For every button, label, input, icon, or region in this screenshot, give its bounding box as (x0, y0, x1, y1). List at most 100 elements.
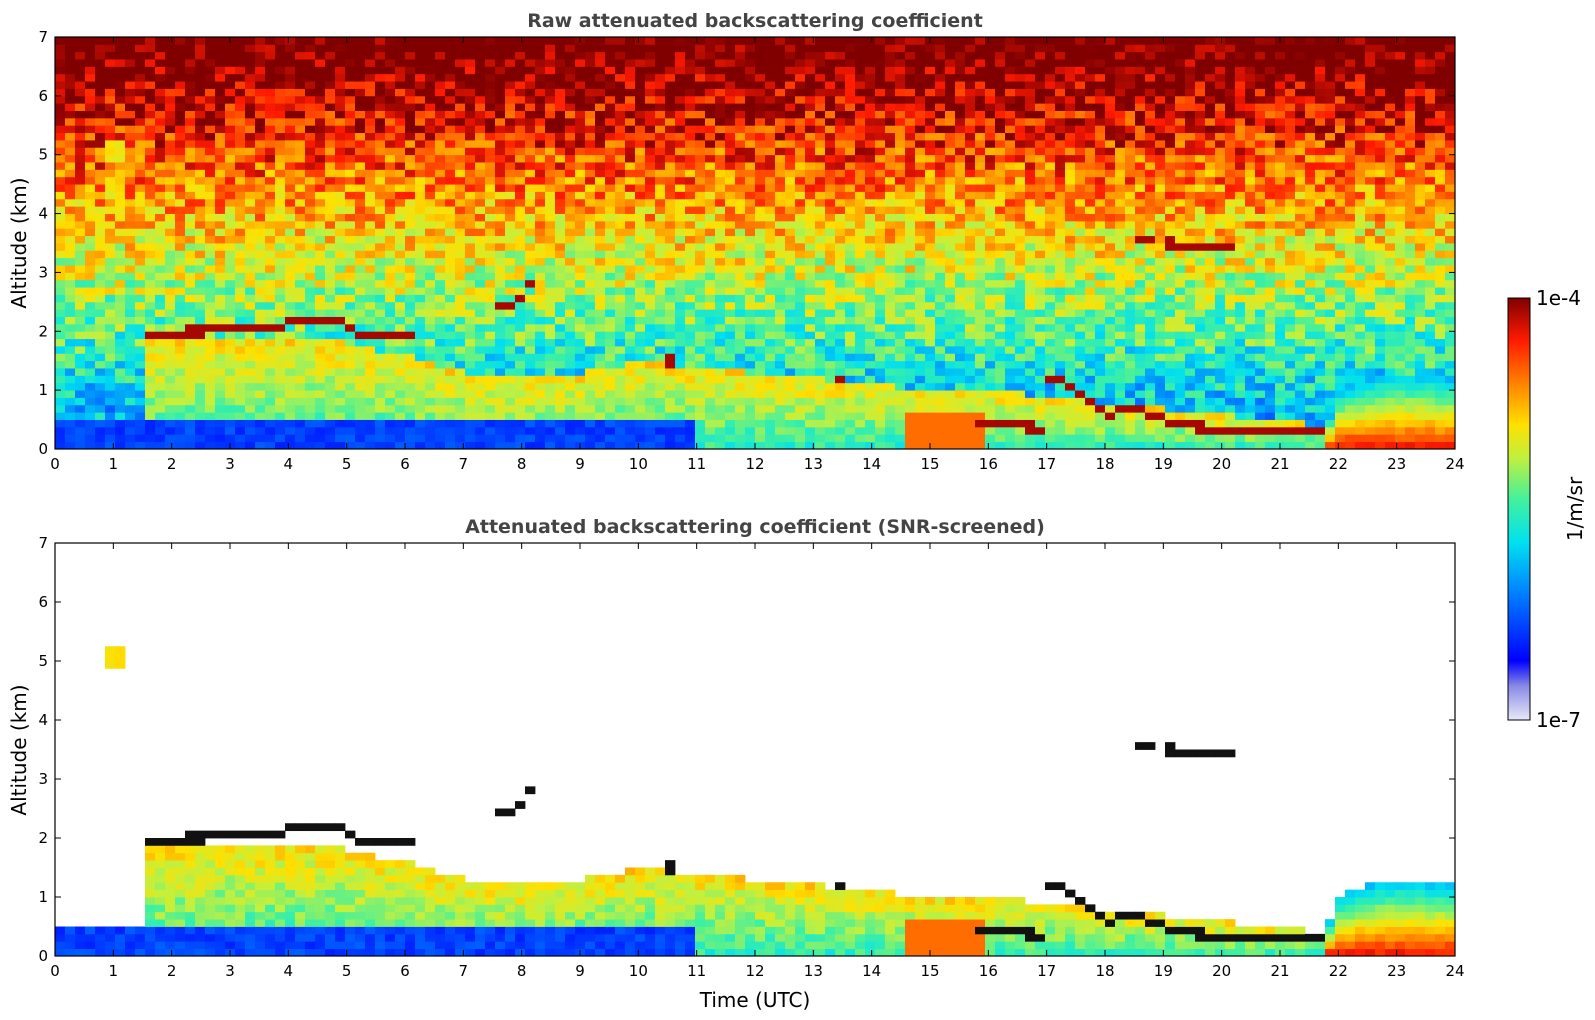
heatmap-cell (175, 132, 186, 141)
heatmap-cell (295, 154, 306, 163)
heatmap-cell (755, 235, 766, 244)
heatmap-cell (545, 184, 556, 192)
heatmap-cell (575, 140, 586, 148)
heatmap-cell (255, 154, 266, 163)
heatmap-cell (375, 434, 386, 443)
heatmap-cell (715, 360, 726, 369)
heatmap-cell (575, 316, 586, 325)
heatmap-cell (75, 316, 86, 325)
heatmap-cell (525, 132, 536, 141)
heatmap-cell (935, 323, 946, 332)
heatmap-cell (815, 309, 826, 317)
heatmap-cell (715, 426, 726, 435)
heatmap-cell (55, 360, 66, 369)
heatmap-cell (765, 404, 776, 413)
heatmap-cell (695, 412, 706, 420)
heatmap-cell (415, 279, 426, 288)
heatmap-cell (525, 397, 536, 406)
heatmap-cell (245, 272, 256, 281)
heatmap-cell (155, 125, 166, 134)
heatmap-cell (725, 59, 736, 67)
heatmap-cell (575, 287, 586, 295)
heatmap-cell (445, 353, 456, 362)
heatmap-cell (815, 441, 826, 449)
heatmap-cell (445, 169, 456, 178)
heatmap-cell (855, 88, 866, 97)
heatmap-cell (465, 228, 476, 237)
heatmap-cell (215, 419, 226, 428)
heatmap-cell (315, 375, 326, 384)
heatmap-cell (385, 184, 396, 192)
heatmap-cell (715, 301, 726, 310)
heatmap-cell (375, 426, 386, 435)
heatmap-cell (245, 309, 256, 317)
heatmap-cell (905, 125, 916, 134)
heatmap-cell (75, 265, 86, 273)
heatmap-cell (235, 331, 246, 340)
heatmap-cell (205, 140, 216, 148)
heatmap-cell (695, 117, 706, 126)
heatmap-cell (485, 235, 496, 244)
heatmap-cell (855, 198, 866, 207)
heatmap-cell (425, 441, 436, 449)
heatmap-cell (515, 360, 526, 369)
heatmap-cell (205, 73, 216, 82)
heatmap-cell (305, 184, 316, 192)
heatmap-cell (695, 132, 706, 141)
heatmap-cell (895, 88, 906, 97)
heatmap-cell (285, 37, 296, 45)
heatmap-cell (845, 257, 856, 266)
heatmap-cell (505, 426, 516, 435)
heatmap-cell (225, 309, 236, 317)
heatmap-cell (395, 51, 406, 60)
heatmap-cell (855, 323, 866, 332)
heatmap-cell (745, 404, 756, 413)
heatmap-cell (895, 117, 906, 126)
heatmap-cell (475, 154, 486, 163)
heatmap-cell (425, 287, 436, 295)
heatmap-cell (775, 88, 786, 97)
heatmap-cell (465, 309, 476, 317)
heatmap-cell (565, 250, 576, 259)
heatmap-cell (815, 412, 826, 420)
heatmap-cell (695, 265, 706, 273)
panel-raw: Raw attenuated backscattering coefficien… (7, 10, 1465, 473)
heatmap-cell (275, 184, 286, 192)
heatmap-cell (115, 382, 126, 391)
heatmap-cell (935, 169, 946, 178)
heatmap-cell (915, 309, 926, 317)
heatmap-cell (425, 235, 436, 244)
heatmap-cell (735, 404, 746, 413)
heatmap-cell (765, 257, 776, 266)
heatmap-cell (515, 117, 526, 126)
heatmap-cell (285, 257, 296, 266)
heatmap-cell (345, 51, 356, 60)
heatmap-cell (405, 110, 416, 119)
heatmap-cell (675, 279, 686, 288)
heatmap-cell (615, 103, 626, 111)
heatmap-cell (335, 88, 346, 97)
heatmap-cell (865, 132, 876, 141)
heatmap-cell (915, 198, 926, 207)
heatmap-cell (585, 147, 596, 156)
heatmap-cell (865, 110, 876, 119)
heatmap-cell (815, 184, 826, 192)
heatmap-cell (205, 404, 216, 413)
heatmap-cell (945, 382, 956, 391)
heatmap-cell (145, 140, 156, 148)
heatmap-cell (385, 287, 396, 295)
heatmap-cell (75, 368, 86, 376)
heatmap-cell (125, 110, 136, 119)
heatmap-cell (685, 316, 696, 325)
heatmap-cell (605, 51, 616, 60)
heatmap-cell (325, 213, 336, 222)
heatmap-cell (695, 51, 706, 60)
heatmap-cell (125, 323, 136, 332)
heatmap-cell (535, 316, 546, 325)
heatmap-cell (735, 346, 746, 354)
heatmap-cell (55, 338, 66, 347)
heatmap-cell (785, 434, 796, 443)
heatmap-cell (255, 140, 266, 148)
heatmap-cell (395, 169, 406, 178)
heatmap-cell (65, 147, 76, 156)
